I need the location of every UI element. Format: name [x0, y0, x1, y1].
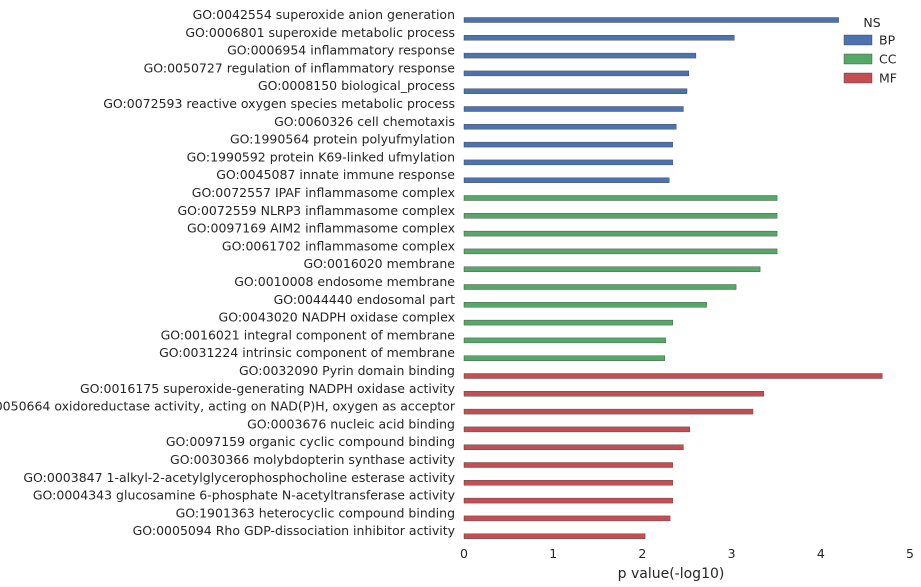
category-label-25: GO:0030366 molybdopterin synthase activi…	[170, 452, 456, 467]
bar-26	[463, 480, 673, 486]
legend-label-bp: BP	[879, 33, 896, 48]
category-label-29: GO:0005094 Rho GDP-dissociation inhibito…	[133, 523, 456, 538]
category-label-6: GO:0060326 cell chemotaxis	[274, 114, 455, 129]
bar-16	[463, 302, 707, 308]
bar-5	[463, 106, 684, 112]
legend-swatch-cc	[843, 53, 873, 65]
category-label-5: GO:0072593 reactive oxygen species metab…	[103, 96, 455, 111]
category-label-13: GO:0061702 inflammasome complex	[222, 238, 455, 253]
legend-items: BP CC MF	[843, 33, 897, 86]
x-tick-label-5: 5	[906, 546, 914, 561]
legend-swatch-mf	[843, 72, 873, 84]
bar-17	[463, 319, 673, 326]
bars-layer	[463, 17, 883, 539]
category-label-20: GO:0032090 Pyrin domain binding	[239, 363, 455, 378]
category-label-1: GO:0006801 superoxide metabolic process	[185, 25, 455, 40]
category-label-17: GO:0043020 NADPH oxidase complex	[219, 310, 455, 325]
bar-19	[463, 355, 665, 361]
legend-title: NS	[863, 15, 880, 30]
category-label-8: GO:1990592 protein K69-linked ufmylation	[187, 149, 455, 164]
category-label-21: GO:0016175 superoxide-generating NADPH o…	[80, 381, 456, 396]
category-label-26: GO:0003847 1-alkyl-2-acetylglycerophosph…	[23, 470, 455, 485]
bar-23	[463, 426, 690, 433]
category-label-16: GO:0044440 endosomal part	[274, 292, 456, 307]
bar-8	[463, 159, 673, 166]
bar-1	[463, 35, 735, 41]
x-tick-label-2: 2	[638, 546, 646, 561]
category-label-2: GO:0006954 inflammatory response	[227, 43, 455, 58]
bar-29	[463, 533, 646, 539]
category-labels: GO:0042554 superoxide anion generation GO…	[0, 7, 456, 538]
x-axis-title: p value(-log10)	[618, 566, 725, 582]
legend-label-mf: MF	[879, 71, 897, 86]
bar-12	[463, 230, 778, 237]
x-tick-label-1: 1	[549, 546, 557, 561]
category-label-28: GO:1901363 heterocyclic compound binding	[176, 505, 455, 520]
category-label-15: GO:0010008 endosome membrane	[234, 274, 455, 289]
category-label-19: GO:0031224 intrinsic component of membra…	[159, 345, 455, 360]
bar-20	[463, 373, 883, 379]
category-label-3: GO:0050727 regulation of inflammatory re…	[144, 60, 456, 75]
category-label-24: GO:0097159 organic cyclic compound bindi…	[166, 434, 455, 449]
bar-11	[463, 213, 778, 219]
category-label-12: GO:0097169 AIM2 inflammasome complex	[187, 221, 455, 236]
legend-swatch-bp	[843, 34, 873, 46]
bar-6	[463, 124, 677, 130]
category-label-11: GO:0072559 NLRP3 inflammasome complex	[177, 203, 455, 218]
bar-24	[463, 444, 684, 450]
category-label-9: GO:0045087 innate immune response	[216, 167, 455, 182]
bar-27	[463, 497, 673, 504]
bar-2	[463, 52, 697, 59]
category-label-7: GO:1990564 protein polyufmylation	[230, 132, 455, 147]
x-tick-label-3: 3	[728, 546, 736, 561]
bar-0	[463, 17, 839, 23]
bar-25	[463, 462, 673, 468]
bar-10	[463, 195, 778, 201]
bar-7	[463, 141, 673, 148]
category-label-22: GO:0050664 oxidoreductase activity, acti…	[0, 399, 456, 414]
bar-15	[463, 284, 737, 290]
bar-13	[463, 248, 778, 255]
legend: NS BP CC MF	[843, 15, 897, 86]
category-label-23: GO:0003676 nucleic acid binding	[247, 416, 455, 431]
bar-18	[463, 337, 666, 344]
bar-21	[463, 391, 764, 397]
bar-22	[463, 408, 754, 415]
bar-14	[463, 266, 761, 272]
bar-4	[463, 88, 688, 94]
category-label-4: GO:0008150 biological_process	[258, 78, 455, 93]
x-axis-ticks: 0 1 2 3 4 5	[460, 546, 914, 561]
category-label-10: GO:0072557 IPAF inflammasome complex	[192, 185, 455, 200]
category-label-27: GO:0004343 glucosamine 6-phosphate N-ace…	[33, 488, 456, 503]
x-tick-label-0: 0	[460, 546, 468, 561]
bar-3	[463, 70, 690, 77]
bar-9	[463, 177, 670, 183]
x-tick-label-4: 4	[817, 546, 825, 561]
category-label-14: GO:0016020 membrane	[303, 256, 455, 271]
legend-label-cc: CC	[879, 52, 897, 67]
category-label-18: GO:0016021 integral component of membran…	[161, 327, 456, 342]
category-label-0: GO:0042554 superoxide anion generation	[193, 7, 455, 22]
bar-28	[463, 515, 671, 522]
